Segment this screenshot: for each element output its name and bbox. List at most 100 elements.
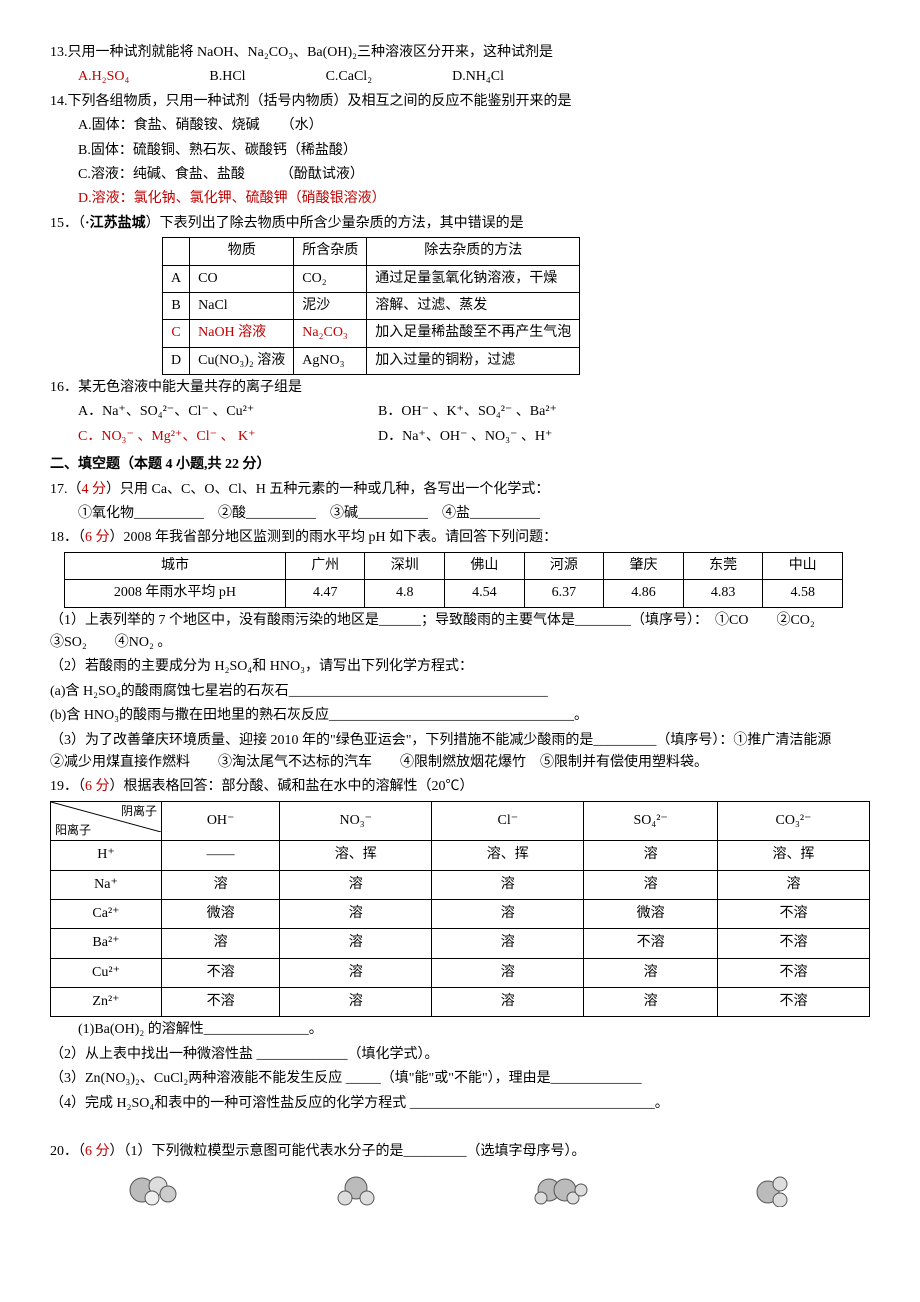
q13-opt-d: D.NH₄Cl (452, 66, 504, 88)
q16-row1: A．Na⁺、SO₄²⁻、Cl⁻ 、Cu²⁺ B．OH⁻ 、K⁺、SO₄²⁻ 、B… (50, 401, 870, 423)
q15-r1c1: NaCl (190, 292, 294, 319)
q19-corner-top: 阴离子 (121, 802, 157, 821)
q14-opt-a: A.固体：食盐、硝酸铵、烧碱 （水） (50, 115, 870, 137)
q19-r4c2: 溶 (280, 958, 432, 987)
q18-v1: 4.8 (365, 580, 445, 607)
q15-stem: 15．（·江苏盐城）下表列出了除去物质中所含少量杂质的方法，其中错误的是 (50, 213, 870, 235)
q15-h0 (163, 238, 190, 265)
q14-opt-c: C.溶液：纯碱、食盐、盐酸 （酚酞试液） (50, 164, 870, 186)
q15-r3c3: 加入过量的铜粉，过滤 (367, 347, 580, 374)
q19-r1c1: 溶 (162, 870, 280, 899)
q19-r1c3: 溶 (432, 870, 584, 899)
q17-blanks: ①氧化物__________ ②酸__________ ③碱__________… (50, 503, 870, 525)
q19-r2c1: 微溶 (162, 899, 280, 928)
q15-h2: 所含杂质 (294, 238, 367, 265)
q19-r3c3: 溶 (432, 929, 584, 958)
q19-r0c1: —— (162, 841, 280, 870)
q15-pre: 15．（ (50, 216, 85, 231)
q19-r0c3: 溶、挥 (432, 841, 584, 870)
q19-c0: OH⁻ (162, 801, 280, 840)
q19-r3c2: 溶 (280, 929, 432, 958)
q18-h4: 河源 (524, 552, 604, 579)
q15-r0c3: 通过足量氢氧化钠溶液，干燥 (367, 265, 580, 292)
q16-opt-a: A．Na⁺、SO₄²⁻、Cl⁻ 、Cu²⁺ (78, 401, 378, 423)
q19-r1c2: 溶 (280, 870, 432, 899)
q19-r4c3: 溶 (432, 958, 584, 987)
q18-h0: 城市 (65, 552, 286, 579)
q15-r0c2: CO₂ (294, 265, 367, 292)
q19-r4c4: 溶 (584, 958, 718, 987)
q19-r4c5: 不溶 (717, 958, 869, 987)
q19-r2c0: Ca²⁺ (51, 899, 162, 928)
q19-r1c4: 溶 (584, 870, 718, 899)
molecule-d-icon (746, 1172, 796, 1207)
q15-r3c1: Cu(NO₃)₂ 溶液 (190, 347, 294, 374)
q18-v4: 4.86 (604, 580, 684, 607)
q19-r5c1: 不溶 (162, 988, 280, 1017)
molecule-row (50, 1172, 870, 1207)
q13-options: A.H₂SO₄ B.HCl C.CaCl₂ D.NH₄Cl (50, 66, 870, 88)
q18-h2: 深圳 (365, 552, 445, 579)
q19-r1c0: Na⁺ (51, 870, 162, 899)
q18-h5: 肇庆 (604, 552, 684, 579)
q19-r0c4: 溶 (584, 841, 718, 870)
molecule-b-icon (331, 1172, 381, 1207)
q15-post: ）下表列出了除去物质中所含少量杂质的方法，其中错误的是 (146, 216, 524, 231)
q19-r0c2: 溶、挥 (280, 841, 432, 870)
q19-r3c5: 不溶 (717, 929, 869, 958)
q15-r2c2: Na₂CO₃ (294, 320, 367, 347)
q18-v3: 6.37 (524, 580, 604, 607)
q19-stem: 19．（6 分）根据表格回答：部分酸、碱和盐在水中的溶解性（20℃） (50, 776, 870, 798)
q18-h1: 广州 (285, 552, 365, 579)
q15-r3c2: AgNO₃ (294, 347, 367, 374)
q19-corner-bot: 阳离子 (55, 821, 91, 840)
q19-r2c4: 微溶 (584, 899, 718, 928)
q19-p3: （3）Zn(NO₃)₂、CuCl₂两种溶液能不能发生反应 _____（填"能"或… (50, 1068, 870, 1090)
q19-c3: SO₄²⁻ (584, 801, 718, 840)
q18-h6: 东莞 (683, 552, 763, 579)
q19-r4c0: Cu²⁺ (51, 958, 162, 987)
q15-r2c1: NaOH 溶液 (190, 320, 294, 347)
q15-r1c2: 泥沙 (294, 292, 367, 319)
molecule-a-icon (124, 1172, 184, 1207)
q17-stem: 17.（4 分）只用 Ca、C、O、Cl、H 五种元素的一种或几种，各写出一个化… (50, 479, 870, 501)
q18-v6: 4.58 (763, 580, 843, 607)
q15-h3: 除去杂质的方法 (367, 238, 580, 265)
q19-r5c5: 不溶 (717, 988, 869, 1017)
q19-r5c2: 溶 (280, 988, 432, 1017)
q15-r0c0: A (163, 265, 190, 292)
q15-table: 物质 所含杂质 除去杂质的方法 A CO CO₂ 通过足量氢氧化钠溶液，干燥 B… (162, 237, 580, 375)
q19-p4: （4）完成 H₂SO₄和表中的一种可溶性盐反应的化学方程式 __________… (50, 1093, 870, 1115)
q14-opt-b: B.固体：硫酸铜、熟石灰、碳酸钙（稀盐酸） (50, 140, 870, 162)
q15-r2c3: 加入足量稀盐酸至不再产生气泡 (367, 320, 580, 347)
q19-c1: NO₃⁻ (280, 801, 432, 840)
q13-opt-b: B.HCl (209, 66, 245, 88)
q19-r2c5: 不溶 (717, 899, 869, 928)
q19-r5c3: 溶 (432, 988, 584, 1017)
q18-v2: 4.54 (445, 580, 525, 607)
q15-source: ·江苏盐城 (85, 216, 146, 231)
q19-r1c5: 溶 (717, 870, 869, 899)
q18-h3: 佛山 (445, 552, 525, 579)
q19-c2: Cl⁻ (432, 801, 584, 840)
q19-r2c3: 溶 (432, 899, 584, 928)
molecule-c-icon (529, 1172, 599, 1207)
q18-p2: （2）若酸雨的主要成分为 H₂SO₄和 HNO₃，请写出下列化学方程式： (50, 656, 870, 678)
q15-r0c1: CO (190, 265, 294, 292)
q16-stem: 16．某无色溶液中能大量共存的离子组是 (50, 377, 870, 399)
q14-stem: 14.下列各组物质，只用一种试剂（括号内物质）及相互之间的反应不能鉴别开来的是 (50, 91, 870, 113)
q19-p1: (1)Ba(OH)₂ 的溶解性_______________。 (50, 1019, 870, 1041)
q19-r2c2: 溶 (280, 899, 432, 928)
section-2-title: 二、填空题（本题 4 小题,共 22 分） (50, 454, 870, 476)
q13-stem: 13.只用一种试剂就能将 NaOH、Na₂CO₃、Ba(OH)₂三种溶液区分开来… (50, 42, 870, 64)
q18-stem: 18．（6 分）2008 年我省部分地区监测到的雨水平均 pH 如下表。请回答下… (50, 527, 870, 549)
q16-opt-b: B．OH⁻ 、K⁺、SO₄²⁻ 、Ba²⁺ (378, 401, 557, 423)
q18-p2b: (b)含 HNO₃的酸雨与撒在田地里的熟石灰反应________________… (50, 705, 870, 727)
q16-row2: C．NO₃⁻ 、Mg²⁺、Cl⁻ 、 K⁺ D．Na⁺、OH⁻ 、NO₃⁻ 、H… (50, 426, 870, 448)
q18-h7: 中山 (763, 552, 843, 579)
q18-rowlabel: 2008 年雨水平均 pH (65, 580, 286, 607)
q15-r1c0: B (163, 292, 190, 319)
q18-p3: （3）为了改善肇庆环境质量、迎接 2010 年的"绿色亚运会"，下列措施不能减少… (50, 730, 870, 775)
q20-stem: 20．（6 分）（1）下列微粒模型示意图可能代表水分子的是_________（选… (50, 1141, 870, 1163)
q18-v0: 4.47 (285, 580, 365, 607)
